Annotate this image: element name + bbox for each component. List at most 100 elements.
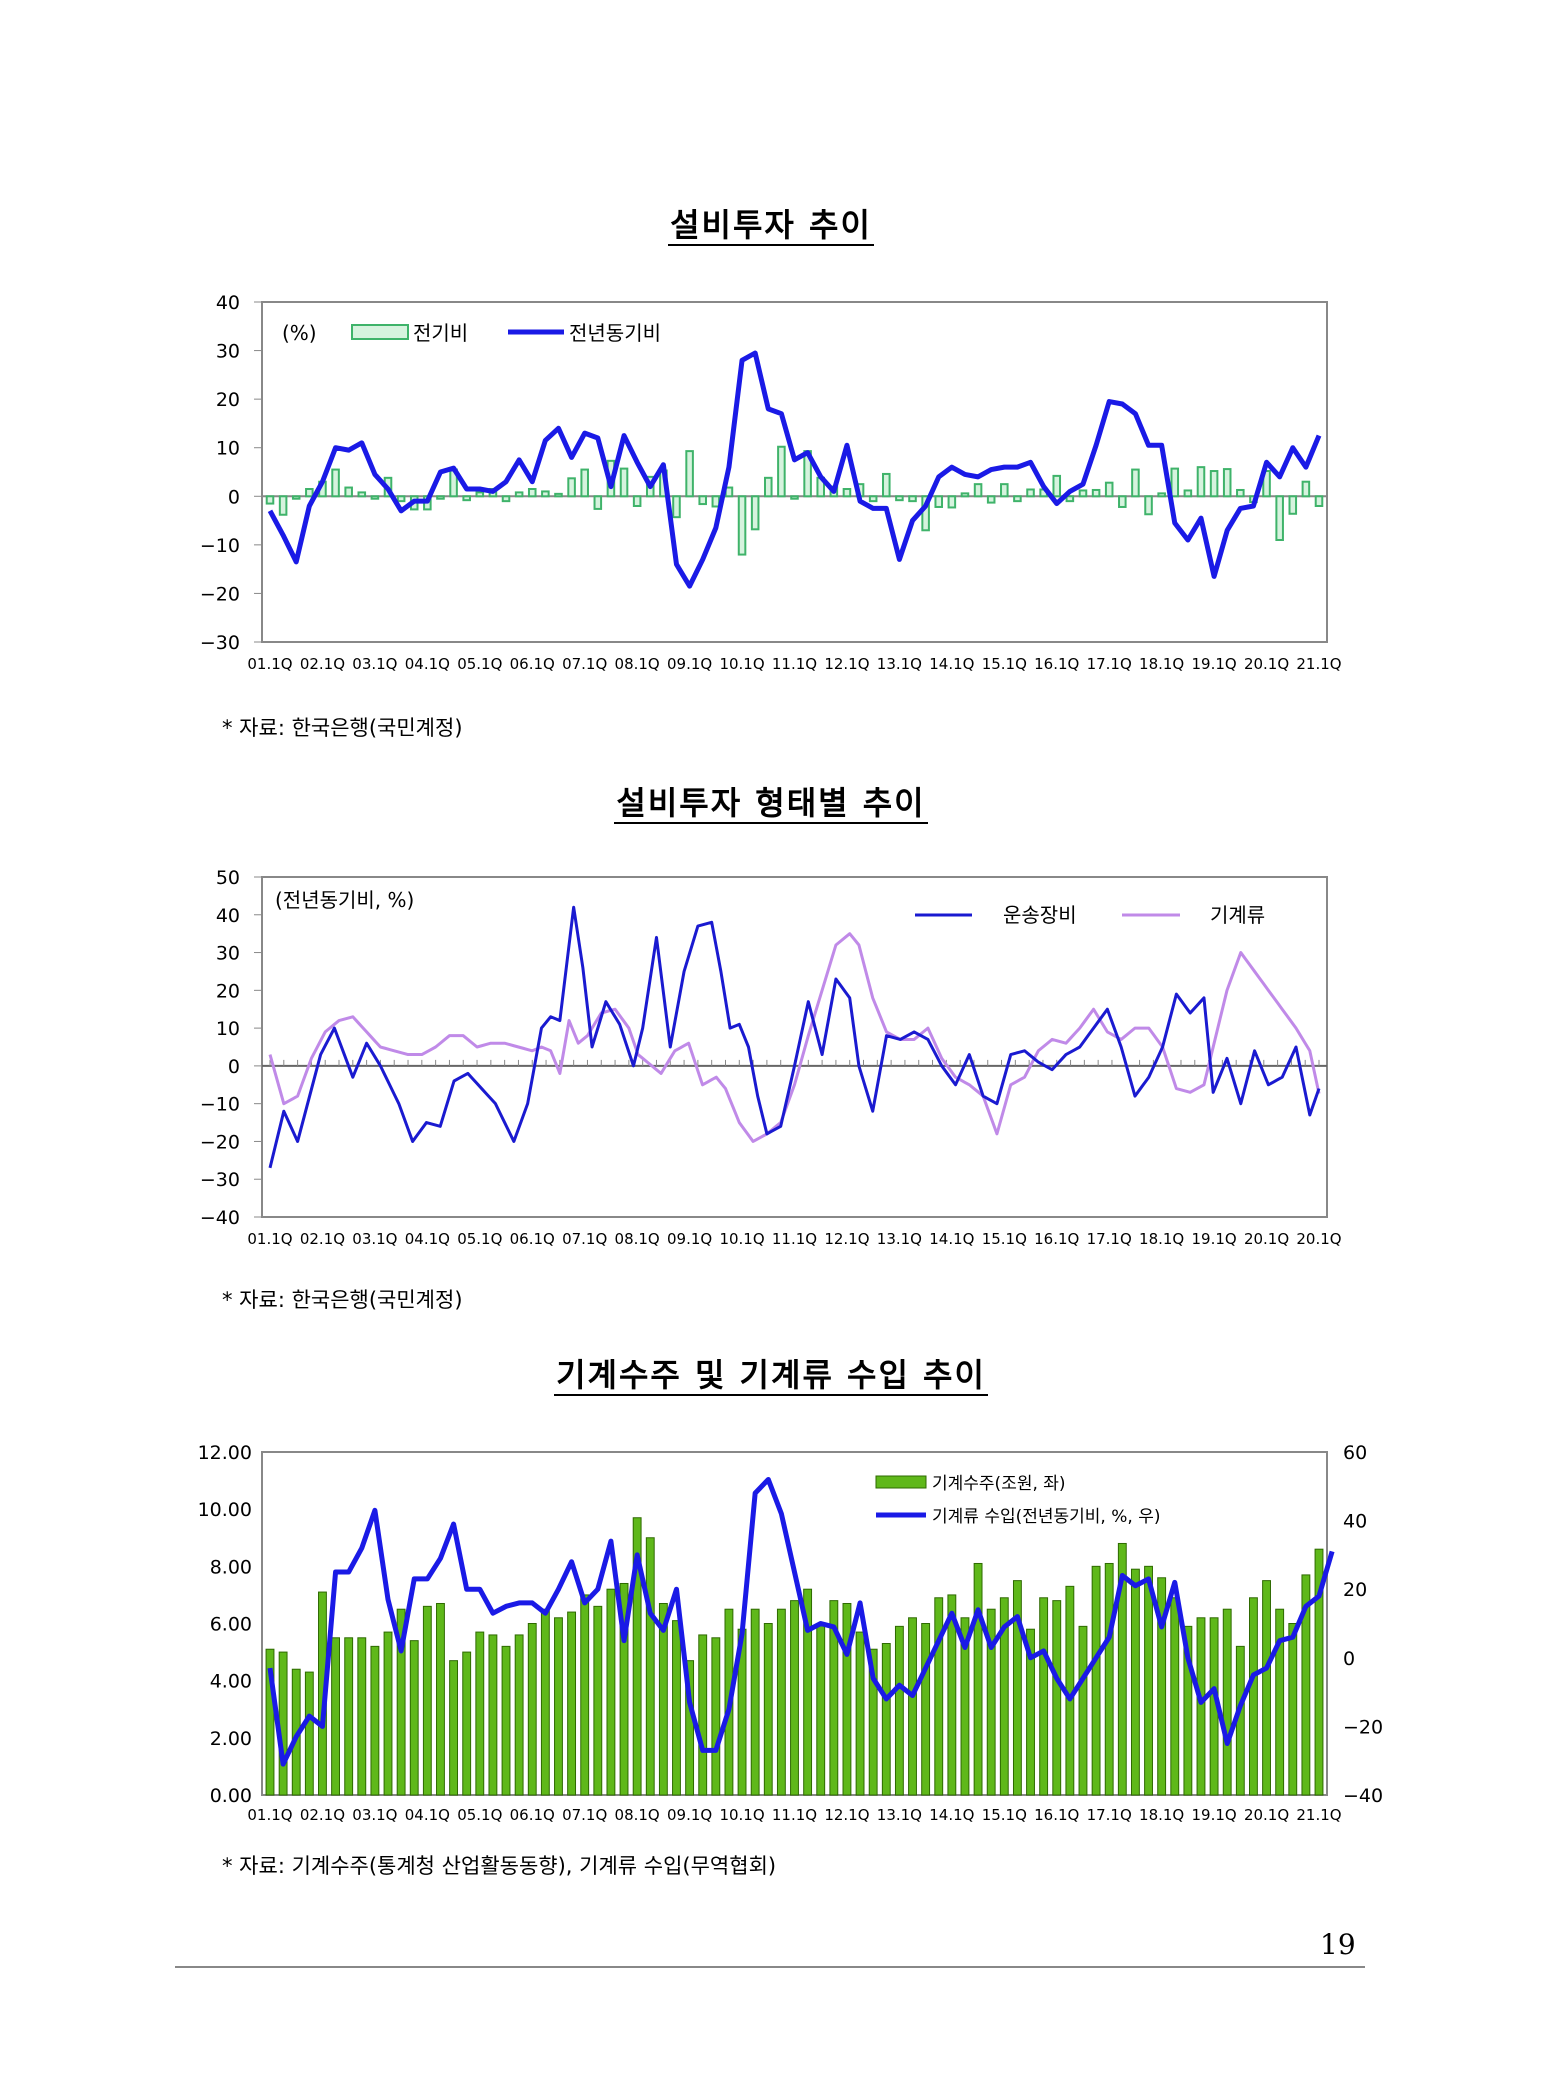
bar (1170, 467, 1180, 498)
bar (554, 1617, 563, 1796)
bar (370, 1645, 380, 1796)
bar (1314, 1548, 1324, 1796)
x-tick-label: 14.1Q (929, 1230, 974, 1248)
x-tick-label: 01.1Q (247, 655, 292, 673)
bar (567, 477, 576, 498)
bar (1183, 489, 1193, 498)
bar (580, 468, 589, 498)
bar (868, 495, 878, 503)
bar (1131, 468, 1140, 498)
bar (554, 492, 563, 498)
bar (711, 1637, 721, 1796)
bar (449, 1660, 459, 1796)
bar (462, 1651, 472, 1796)
x-tick-label: 12.1Q (824, 1230, 869, 1248)
bar (1104, 481, 1114, 498)
y-tick-label: 30 (216, 943, 240, 965)
bar (1117, 1542, 1127, 1796)
x-tick-label: 01.1Q (247, 1806, 292, 1824)
x-tick-label: 12.1Q (824, 1806, 869, 1824)
series-line (267, 350, 1322, 589)
bar (370, 495, 380, 500)
bar (777, 445, 786, 498)
bar (357, 491, 367, 498)
legend-label: 전년동기비 (569, 321, 661, 345)
chart2-investment-by-type: 50 40 30 20 10 0 −10 −20 −30 −40 01.1Q 02.1Q 03.1Q 04… (200, 867, 1342, 1248)
unit-label: (%) (282, 321, 317, 345)
bar (1209, 470, 1219, 498)
bar (462, 495, 471, 502)
x-tick-label: 07.1Q (562, 655, 607, 673)
y-tick-label: 40 (216, 292, 240, 314)
x-tick-label: 21.1Q (1296, 1806, 1341, 1824)
bar (685, 450, 694, 498)
x-tick-label: 02.1Q (300, 1806, 345, 1824)
bar (698, 1634, 708, 1796)
y-tick-label: 10 (216, 1018, 240, 1040)
chart3-title-text: 기계수주 및 기계류 수입 추이 (554, 1356, 988, 1396)
bar (895, 495, 904, 502)
bar (960, 492, 970, 498)
y-left-tick-label: 0.00 (210, 1785, 252, 1807)
bar (776, 1608, 786, 1796)
bar (580, 1594, 590, 1796)
x-tick-label: 07.1Q (562, 1806, 607, 1824)
bar (1052, 474, 1062, 498)
bar (331, 468, 340, 498)
bar (790, 495, 799, 500)
y-tick-label: 30 (216, 341, 240, 363)
y-left-tick-label: 12.00 (198, 1442, 252, 1464)
bar (947, 1594, 957, 1796)
bar (1222, 1608, 1232, 1796)
x-tick-label: 17.1Q (1087, 655, 1132, 673)
y-right-tick-label: 60 (1343, 1442, 1367, 1464)
y-tick-label: 10 (216, 438, 240, 460)
bar (1196, 1617, 1206, 1796)
plot-frame (261, 876, 1328, 1218)
bar (396, 1608, 406, 1796)
bar (488, 1634, 498, 1796)
x-tick-label: 17.1Q (1087, 1806, 1132, 1824)
y-tick-label: 0 (228, 486, 240, 508)
x-tick-label: 16.1Q (1034, 1230, 1079, 1248)
series-line (267, 1476, 1335, 1767)
bar (396, 495, 406, 503)
x-tick-label: 09.1Q (667, 1806, 712, 1824)
bar (973, 1562, 983, 1796)
bar (344, 486, 353, 498)
bar (1091, 1565, 1101, 1796)
bar (436, 1602, 445, 1796)
y-tick-label: −30 (200, 1169, 240, 1191)
bar (908, 495, 917, 503)
x-tick-label: 06.1Q (510, 1230, 555, 1248)
x-tick-label: 03.1Q (352, 1230, 397, 1248)
x-tick-label: 12.1Q (824, 655, 869, 673)
x-tick-label: 21.1Q (1296, 655, 1341, 673)
bar (475, 1631, 485, 1796)
bar (882, 472, 891, 498)
y-tick-label: −10 (200, 535, 240, 557)
bar (1144, 1565, 1153, 1796)
bar (868, 1648, 878, 1796)
x-tick-label: 04.1Q (405, 1230, 450, 1248)
bar (475, 491, 485, 498)
x-tick-label: 10.1Q (719, 1230, 764, 1248)
bar (698, 495, 707, 506)
bar (606, 1588, 616, 1796)
bar (278, 495, 288, 516)
y-tick-label: 20 (216, 389, 240, 411)
y-tick-label: 20 (216, 980, 240, 1002)
bar (750, 495, 760, 531)
bar (842, 1602, 852, 1796)
bar (763, 476, 773, 498)
bar (763, 1623, 773, 1796)
bar (265, 1648, 275, 1796)
bar (986, 1608, 996, 1796)
legend-label: 전기비 (413, 321, 468, 345)
y-tick-label: 50 (216, 867, 240, 889)
x-tick-label: 11.1Q (772, 1230, 817, 1248)
bar (357, 1637, 367, 1796)
bar (514, 491, 524, 498)
y-right-tick-label: −20 (1343, 1716, 1383, 1738)
bar (278, 1651, 288, 1796)
